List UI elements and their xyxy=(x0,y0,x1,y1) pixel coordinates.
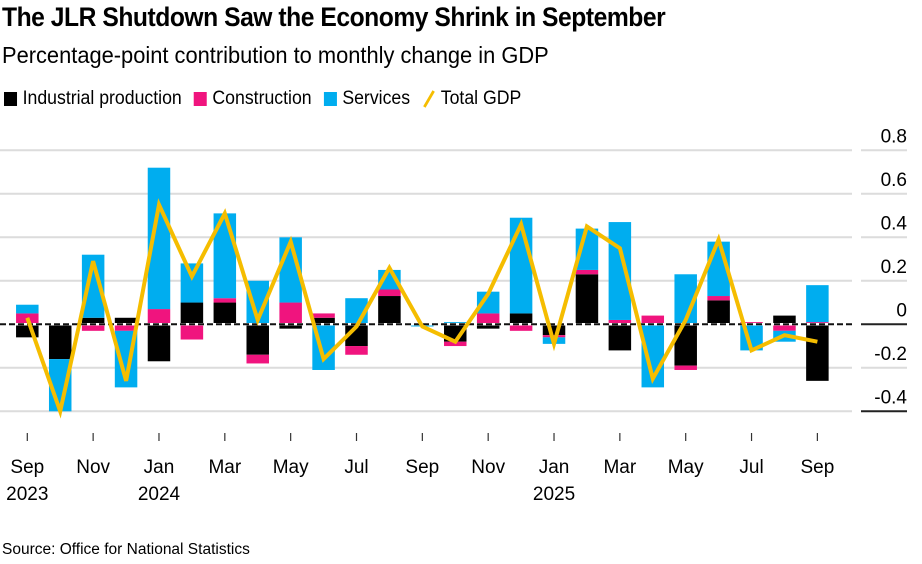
bar-services xyxy=(806,285,829,323)
chart-plot: 0.8 0.6 0.4 0.2 0 -0.2 -0.4 Sep 2023 Nov Jan 2024 M… xyxy=(0,126,908,505)
bar-services xyxy=(509,217,533,314)
bar-construction xyxy=(213,298,237,303)
x-tick-label: Jul xyxy=(739,457,763,478)
bar-industrial-production xyxy=(48,324,72,360)
y-axis: 0.8 0.6 0.4 0.2 0 -0.2 -0.4 xyxy=(861,126,908,413)
legend-label: Services xyxy=(342,88,411,109)
legend-label: Construction xyxy=(212,88,312,109)
legend-label: Industrial production xyxy=(22,88,182,109)
bar-industrial-production xyxy=(806,324,829,381)
y-tick-label: 0 xyxy=(896,300,907,321)
x-tick-label: Jul xyxy=(344,457,368,478)
bar-construction xyxy=(378,289,401,297)
chart-subtitle: Percentage-point contribution to monthly… xyxy=(2,42,549,68)
x-tick-label: Jan xyxy=(144,457,175,478)
x-tick-label: Sep xyxy=(10,457,44,478)
y-tick-label: 0.2 xyxy=(881,257,907,278)
total-gdp-line xyxy=(25,198,818,419)
bar-industrial-production xyxy=(114,317,138,325)
bar-construction xyxy=(707,296,730,301)
bar-construction xyxy=(345,346,368,355)
bar-services xyxy=(246,280,269,325)
bar-services xyxy=(674,274,697,325)
legend: Industrial production Construction Servi… xyxy=(4,88,533,110)
bar-industrial-production xyxy=(707,300,730,325)
x-axis: Sep 2023 Nov Jan 2024 Mar May Jul Sep Nov Jan 2025 M… xyxy=(6,433,834,505)
bar-services xyxy=(81,254,105,318)
bar-construction xyxy=(81,324,105,331)
x-tick-year-label: 2023 xyxy=(6,484,48,505)
bar-industrial-production xyxy=(575,274,599,325)
y-tick-label: -0.2 xyxy=(874,344,907,365)
bar-construction xyxy=(575,269,599,275)
x-tick-label: Mar xyxy=(208,457,241,478)
bar-construction xyxy=(312,313,335,318)
x-tick-label: Mar xyxy=(603,457,636,478)
x-tick-year-label: 2025 xyxy=(533,484,575,505)
total-gdp-polyline xyxy=(25,198,818,419)
bar-services xyxy=(476,291,500,314)
x-tick-label: Sep xyxy=(405,457,439,478)
legend-swatch-services xyxy=(323,92,337,106)
bar-industrial-production xyxy=(312,317,335,325)
bar-construction xyxy=(114,324,138,331)
bar-construction xyxy=(476,313,500,325)
bar-industrial-production xyxy=(476,324,500,329)
bar-industrial-production xyxy=(608,324,632,351)
bar-services xyxy=(608,222,632,320)
bar-industrial-production xyxy=(674,324,697,366)
bar-construction xyxy=(180,324,204,340)
x-tick-label: May xyxy=(273,457,309,478)
x-tick-year-label: 2024 xyxy=(138,484,181,505)
x-tick-label: Nov xyxy=(471,457,505,478)
bar-construction xyxy=(773,324,796,331)
bar-industrial-production xyxy=(147,324,171,362)
bar-industrial-production xyxy=(378,296,401,325)
bar-services xyxy=(147,167,171,310)
bar-services xyxy=(180,263,204,303)
x-tick-label: May xyxy=(668,457,704,478)
chart-title: The JLR Shutdown Saw the Economy Shrink … xyxy=(2,2,666,32)
legend-line-icon xyxy=(422,90,435,108)
y-tick-label: -0.4 xyxy=(874,387,907,408)
bar-construction xyxy=(279,302,302,325)
y-tick-label: 0.6 xyxy=(881,170,907,191)
source-note: Source: Office for National Statistics xyxy=(2,541,250,558)
x-tick-label: Sep xyxy=(800,457,834,478)
bar-construction xyxy=(246,354,269,364)
legend-item-services: Services xyxy=(323,88,411,110)
legend-swatch-construction xyxy=(193,92,207,106)
bar-industrial-production xyxy=(773,315,796,325)
bar-industrial-production xyxy=(180,302,204,325)
y-tick-label: 0.8 xyxy=(881,126,907,147)
y-tick-label: 0.4 xyxy=(881,213,908,234)
bar-construction xyxy=(641,315,665,325)
bar-services xyxy=(16,304,39,314)
bar-construction xyxy=(608,319,632,325)
bar-industrial-production xyxy=(81,317,105,325)
legend-item-industrial-production: Industrial production xyxy=(4,88,182,110)
legend-swatch-industrial-production xyxy=(4,92,18,106)
bar-industrial-production xyxy=(279,324,302,329)
gridlines xyxy=(0,149,852,413)
bar-construction xyxy=(674,365,697,370)
bar-construction xyxy=(542,335,566,338)
bar-construction xyxy=(147,309,171,325)
bar-industrial-production xyxy=(509,313,533,325)
x-tick-label: Jan xyxy=(539,457,570,478)
bars xyxy=(16,167,829,412)
legend-item-construction: Construction xyxy=(193,88,312,110)
bar-industrial-production xyxy=(246,324,269,355)
bar-industrial-production xyxy=(542,324,566,336)
x-tick-label: Nov xyxy=(76,457,110,478)
legend-item-total-gdp: Total GDP xyxy=(422,88,521,110)
bar-industrial-production xyxy=(213,302,237,325)
legend-label: Total GDP xyxy=(440,88,522,109)
bar-construction xyxy=(509,324,533,331)
